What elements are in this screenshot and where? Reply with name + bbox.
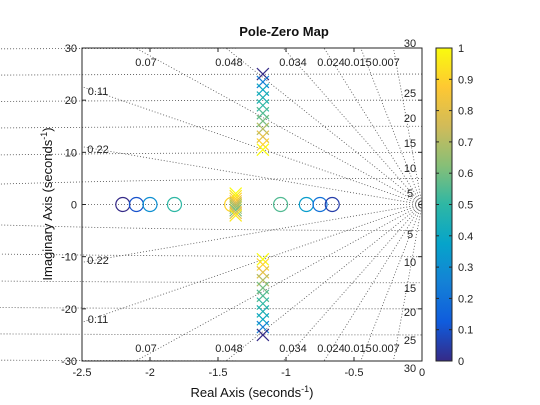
x-tick-label: -2 bbox=[145, 367, 155, 379]
damping-label: 0.024 bbox=[317, 57, 345, 69]
zero-marker bbox=[272, 196, 289, 213]
damping-label: 0.22 bbox=[87, 144, 108, 156]
pole-marker bbox=[229, 192, 243, 206]
damping-label: 0.048 bbox=[215, 57, 243, 69]
colorbar-tick-label: 0.3 bbox=[458, 262, 473, 274]
damping-ray bbox=[393, 47, 423, 205]
y-tick-label: 30 bbox=[65, 43, 77, 55]
damping-label: 0.07 bbox=[135, 57, 156, 69]
colorbar-tick-label: 0.9 bbox=[458, 74, 473, 86]
y-tick-label: 10 bbox=[65, 147, 77, 159]
x-axis-label: Real Axis (seconds-1) bbox=[191, 384, 314, 400]
damping-label: 0.07 bbox=[135, 343, 156, 355]
y-tick-label: -30 bbox=[61, 356, 77, 368]
damping-ray bbox=[135, 204, 423, 362]
damping-ray bbox=[282, 47, 423, 205]
x-tick-label: -1.5 bbox=[209, 367, 228, 379]
frequency-label: 20 bbox=[404, 113, 416, 125]
pole-marker bbox=[229, 197, 243, 210]
damping-label: 0.11 bbox=[88, 314, 109, 326]
damping-ray bbox=[81, 146, 423, 205]
damping-ray bbox=[282, 204, 423, 362]
zero-marker bbox=[312, 196, 328, 213]
pole-marker bbox=[229, 203, 243, 217]
colorbar-tick-label: 0.8 bbox=[458, 106, 473, 118]
damping-ray bbox=[360, 204, 423, 362]
damping-ray bbox=[323, 47, 423, 205]
damping-label: 0.015 bbox=[344, 57, 372, 69]
frequency-label: 10 bbox=[404, 257, 416, 269]
pole-zero-markers bbox=[115, 67, 340, 342]
damping-label: 0.007 bbox=[372, 57, 400, 69]
colorbar-tick-label: 0.2 bbox=[458, 293, 473, 305]
damping-frequency-grid bbox=[0, 47, 423, 362]
y-tick-label: 0 bbox=[71, 200, 77, 212]
colorbar-tick-label: 0.4 bbox=[458, 231, 473, 243]
colorbar-tick-label: 0.1 bbox=[458, 325, 473, 337]
zero-marker bbox=[166, 196, 183, 213]
damping-label: 0.22 bbox=[87, 255, 108, 267]
grid-labels: 0.07 0.048 0.034 0.024 0.015 0.0070.110.220.0… bbox=[87, 38, 416, 375]
x-tick-label: -0.5 bbox=[345, 367, 364, 379]
frequency-label: 15 bbox=[404, 138, 416, 150]
damping-ray bbox=[135, 47, 423, 205]
pole-marker bbox=[256, 252, 270, 266]
frequency-label: 15 bbox=[404, 283, 416, 295]
frequency-label: 5 bbox=[407, 229, 413, 241]
damping-label: 0.007 bbox=[372, 343, 400, 355]
y-tick-label: 20 bbox=[65, 95, 77, 107]
colorbar-tick-label: 0 bbox=[458, 356, 464, 368]
y-tick-label: -10 bbox=[61, 252, 77, 264]
zero-marker bbox=[324, 196, 340, 213]
chart-title: Pole-Zero Map bbox=[239, 24, 329, 39]
x-tick-label: -2.5 bbox=[73, 367, 92, 379]
colorbar-tick-label: 1 bbox=[458, 43, 464, 55]
zero-marker bbox=[142, 196, 158, 213]
damping-ray bbox=[393, 204, 423, 362]
x-tick-label: 0 bbox=[419, 367, 425, 379]
colorbar-tick-label: 0.7 bbox=[458, 137, 473, 149]
frequency-label: 30 bbox=[404, 363, 416, 375]
damping-label: 0.024 bbox=[317, 343, 345, 355]
x-axis-ticks: -2.5 -2 -1.5 -1 -0.5 0 bbox=[73, 48, 425, 379]
pole-marker bbox=[256, 328, 270, 342]
y-axis-label: Imaginary Axis (seconds-1) bbox=[39, 127, 55, 280]
damping-label: 0.034 bbox=[279, 57, 307, 69]
damping-label: 0.015 bbox=[344, 343, 372, 355]
frequency-label: 25 bbox=[404, 88, 416, 100]
x-tick-label: -1 bbox=[281, 367, 291, 379]
frequency-label: 5 bbox=[407, 188, 413, 200]
frequency-label: 10 bbox=[404, 163, 416, 175]
colorbar-ticks: 0 0.1 0.2 0.3 0.4 0.5 0.6 0.7 0.8 0.9 1 bbox=[436, 43, 473, 368]
frequency-label: 25 bbox=[404, 335, 416, 347]
damping-label: 0.034 bbox=[279, 343, 307, 355]
damping-ray bbox=[81, 204, 423, 263]
pole-marker bbox=[229, 206, 243, 220]
pole-marker bbox=[229, 194, 243, 208]
pole-marker bbox=[229, 209, 243, 222]
damping-ray bbox=[323, 204, 423, 362]
y-axis-ticks: -30 -20 -10 0 10 20 30 bbox=[61, 43, 422, 368]
damping-label: 0.11 bbox=[88, 86, 109, 98]
colorbar-tick-label: 0.5 bbox=[458, 200, 473, 212]
pole-marker bbox=[256, 138, 270, 151]
y-tick-label: -20 bbox=[61, 304, 77, 316]
damping-label: 0.048 bbox=[215, 343, 243, 355]
pole-marker bbox=[256, 143, 270, 157]
frequency-label: 30 bbox=[404, 38, 416, 50]
colorbar-tick-label: 0.6 bbox=[458, 168, 473, 180]
frequency-label: 20 bbox=[404, 307, 416, 319]
